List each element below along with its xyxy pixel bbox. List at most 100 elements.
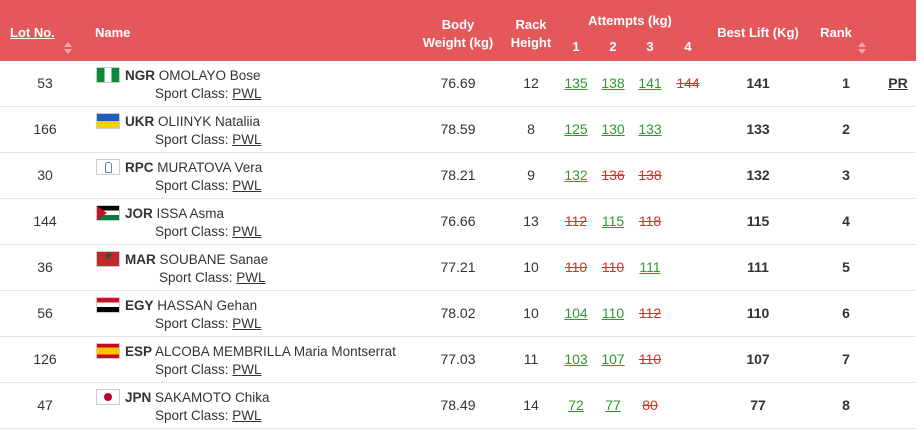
attempt-3: 138 <box>638 167 662 183</box>
sport-class: Sport Class: PWL <box>155 315 262 332</box>
record-badge[interactable] <box>880 153 916 198</box>
rank: 2 <box>842 121 850 137</box>
country-code: EGY <box>125 298 154 313</box>
body-weight: 78.59 <box>440 121 476 137</box>
table-row[interactable]: 144 JOR ISSA Asma Sport Class: PWL 76.66 13 1… <box>0 199 916 245</box>
country-code: JPN <box>125 390 152 405</box>
athlete-name[interactable]: JOR ISSA Asma <box>125 205 224 222</box>
best-lift: 132 <box>746 167 770 183</box>
flag-ngr-icon <box>96 67 120 83</box>
attempt-4 <box>670 383 706 428</box>
sport-class: Sport Class: PWL <box>155 223 262 240</box>
lot-number: 56 <box>37 305 53 321</box>
rack-height: 11 <box>523 351 539 367</box>
flag-mar-icon <box>96 251 120 267</box>
header-rank: Rank <box>820 25 852 40</box>
table-row[interactable]: 126 ESP ALCOBA MEMBRILLA Maria Montserrat… <box>0 337 916 383</box>
lot-number: 36 <box>37 259 53 275</box>
attempt-3: 111 <box>639 259 661 275</box>
record-badge[interactable] <box>880 107 916 152</box>
sport-class: Sport Class: PWL <box>155 407 262 424</box>
sport-class-label: Sport Class: <box>155 132 229 147</box>
country-code: NGR <box>125 68 155 83</box>
athlete-name[interactable]: ESP ALCOBA MEMBRILLA Maria Montserrat <box>125 343 396 360</box>
sport-class-label: Sport Class: <box>155 408 229 423</box>
sport-class-value[interactable]: PWL <box>232 224 262 239</box>
sort-up-icon[interactable] <box>64 42 72 47</box>
best-lift: 77 <box>750 397 766 413</box>
best-lift: 111 <box>747 259 769 275</box>
best-lift: 133 <box>746 121 770 137</box>
athlete-name[interactable]: EGY HASSAN Gehan <box>125 297 257 314</box>
athlete-name[interactable]: NGR OMOLAYO Bose <box>125 67 261 84</box>
rack-height: 9 <box>527 167 535 183</box>
table-body: 53 NGR OMOLAYO Bose Sport Class: PWL 76.69 1… <box>0 61 916 429</box>
table-row[interactable]: 53 NGR OMOLAYO Bose Sport Class: PWL 76.69 1… <box>0 61 916 107</box>
attempt-1: 110 <box>564 259 588 275</box>
best-lift: 141 <box>746 75 770 91</box>
table-row[interactable]: 166 UKR OLIINYK Nataliia Sport Class: PWL 7… <box>0 107 916 153</box>
sport-class-value[interactable]: PWL <box>236 270 266 285</box>
table-header: Lot No. Name Body Weight (kg) Rack Heigh… <box>0 0 916 61</box>
attempt-1: 132 <box>564 167 588 183</box>
flag-jor-icon <box>96 205 120 221</box>
sport-class-value[interactable]: PWL <box>232 362 262 377</box>
body-weight: 76.69 <box>440 75 476 91</box>
flag-egy-icon <box>96 297 120 313</box>
record-badge[interactable] <box>880 245 916 290</box>
attempt-3: 141 <box>638 75 662 91</box>
record-badge[interactable] <box>880 337 916 382</box>
rank: 7 <box>842 351 850 367</box>
record-badge[interactable]: PR <box>888 75 908 91</box>
rank: 8 <box>842 397 850 413</box>
sport-class-value[interactable]: PWL <box>232 86 262 101</box>
sport-class-value[interactable]: PWL <box>232 408 262 423</box>
sport-class-label: Sport Class: <box>155 224 229 239</box>
header-body-weight: Body Weight (kg) <box>422 17 494 50</box>
athlete-name[interactable]: UKR OLIINYK Nataliia <box>125 113 260 130</box>
header-attempt-3: 3 <box>646 39 654 54</box>
record-badge[interactable] <box>880 383 916 428</box>
attempt-4 <box>670 337 706 382</box>
rank-sort-down-icon[interactable] <box>858 49 866 54</box>
header-lot-no[interactable]: Lot No. <box>10 25 55 40</box>
best-lift: 107 <box>746 351 770 367</box>
attempt-2: 110 <box>601 259 625 275</box>
attempt-1: 104 <box>564 305 588 321</box>
attempt-4 <box>670 107 706 152</box>
athlete-name[interactable]: JPN SAKAMOTO Chika <box>125 389 270 406</box>
table-row[interactable]: 56 EGY HASSAN Gehan Sport Class: PWL 78.02 1… <box>0 291 916 337</box>
sport-class-value[interactable]: PWL <box>232 316 262 331</box>
sport-class-value[interactable]: PWL <box>232 178 262 193</box>
attempt-1: 135 <box>564 75 588 91</box>
rack-height: 13 <box>523 213 539 229</box>
athlete-name[interactable]: MAR SOUBANE Sanae <box>125 251 268 268</box>
rank-sort-up-icon[interactable] <box>858 42 866 47</box>
attempt-2: 77 <box>605 397 621 413</box>
table-row[interactable]: 30 RPC MURATOVA Vera Sport Class: PWL 78.21… <box>0 153 916 199</box>
body-weight: 78.21 <box>440 167 476 183</box>
athlete-name[interactable]: RPC MURATOVA Vera <box>125 159 262 176</box>
record-badge[interactable] <box>880 199 916 244</box>
rack-height: 10 <box>523 305 539 321</box>
body-weight: 76.66 <box>440 213 476 229</box>
sport-class: Sport Class: PWL <box>159 269 266 286</box>
header-attempt-1: 1 <box>572 39 580 54</box>
sort-down-icon[interactable] <box>64 49 72 54</box>
record-badge[interactable] <box>880 291 916 336</box>
country-code: RPC <box>125 160 154 175</box>
athlete-fullname: ALCOBA MEMBRILLA Maria Montserrat <box>155 344 396 359</box>
table-row[interactable]: 47 JPN SAKAMOTO Chika Sport Class: PWL 78.4… <box>0 383 916 429</box>
athlete-fullname: ISSA Asma <box>156 206 225 221</box>
attempt-3: 133 <box>638 121 662 137</box>
sport-class: Sport Class: PWL <box>155 177 262 194</box>
rank: 6 <box>842 305 850 321</box>
attempt-2: 130 <box>601 121 625 137</box>
body-weight: 77.03 <box>440 351 476 367</box>
header-name: Name <box>95 25 131 40</box>
rack-height: 8 <box>527 121 535 137</box>
attempt-3: 112 <box>638 305 662 321</box>
header-attempt-4: 4 <box>684 39 692 54</box>
sport-class-value[interactable]: PWL <box>232 132 262 147</box>
